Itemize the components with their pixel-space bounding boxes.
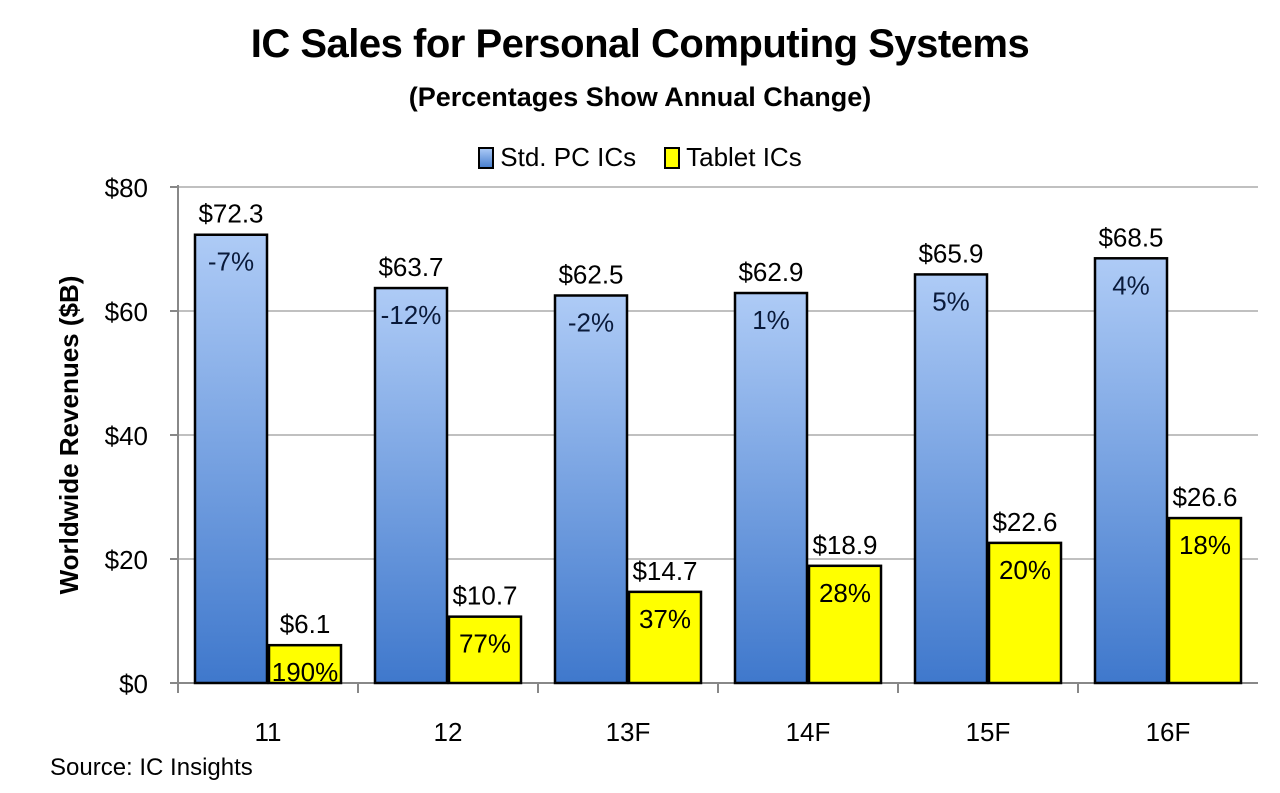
value-label-tablet: $10.7 <box>452 581 517 611</box>
change-label-tablet: 20% <box>999 555 1051 585</box>
bar-tablet <box>1167 516 1243 685</box>
y-tick-label: $0 <box>119 669 148 699</box>
change-label-std-pc: 5% <box>932 286 970 316</box>
change-label-tablet: 28% <box>819 578 871 608</box>
bar-tablet <box>807 564 883 685</box>
bar-tablet <box>987 541 1063 685</box>
y-tick-label: $20 <box>105 545 148 575</box>
y-tick-label: $40 <box>105 421 148 451</box>
value-label-std-pc: $62.9 <box>738 257 803 287</box>
legend-swatch-std-pc <box>478 146 495 169</box>
value-label-tablet: $18.9 <box>812 530 877 560</box>
change-label-tablet: 18% <box>1179 530 1231 560</box>
legend-label-tablet: Tablet ICs <box>686 142 802 172</box>
change-label-std-pc: 1% <box>752 305 790 335</box>
x-tick-label: 11 <box>255 717 282 747</box>
value-label-tablet: $26.6 <box>1172 482 1237 512</box>
value-label-std-pc: $72.3 <box>198 199 263 229</box>
x-tick-label: 12 <box>434 717 463 747</box>
change-label-tablet: 77% <box>459 629 511 659</box>
y-tick-label: $80 <box>105 173 148 203</box>
bar-std-pc <box>733 291 809 685</box>
y-tick-label: $60 <box>105 297 148 327</box>
x-tick-label: 16F <box>1146 717 1191 747</box>
source-note: Source: IC Insights <box>50 754 253 781</box>
change-label-tablet: 190% <box>272 657 339 687</box>
chart-title: IC Sales for Personal Computing Systems <box>250 22 1030 66</box>
bar-std-pc <box>193 233 269 685</box>
bar-std-pc <box>553 294 629 685</box>
bar-tablet <box>627 590 703 685</box>
change-label-std-pc: -7% <box>208 247 254 277</box>
value-label-tablet: $22.6 <box>992 507 1057 537</box>
legend-item-std-pc: Std. PC ICs <box>478 142 636 173</box>
change-label-std-pc: 4% <box>1112 270 1150 300</box>
legend: Std. PC ICs Tablet ICs <box>0 142 1280 173</box>
x-tick-label: 13F <box>606 717 651 747</box>
legend-swatch-tablet <box>664 146 681 169</box>
bar-tablet <box>267 643 343 685</box>
value-label-std-pc: $62.5 <box>558 260 623 290</box>
legend-label-std-pc: Std. PC ICs <box>500 142 637 172</box>
value-label-tablet: $6.1 <box>280 609 331 639</box>
bar-std-pc <box>373 286 449 685</box>
value-label-std-pc: $63.7 <box>378 252 443 282</box>
legend-item-tablet: Tablet ICs <box>664 142 802 173</box>
change-label-std-pc: -2% <box>568 308 614 338</box>
x-tick-label: 15F <box>966 717 1011 747</box>
value-label-std-pc: $68.5 <box>1098 222 1163 252</box>
y-axis-label: Worldwide Revenues ($B) <box>54 276 84 595</box>
value-label-tablet: $14.7 <box>632 556 697 586</box>
x-tick-label: 14F <box>786 717 831 747</box>
bar-std-pc <box>913 273 989 685</box>
change-label-std-pc: -12% <box>381 300 442 330</box>
chart-subtitle: (Percentages Show Annual Change) <box>408 82 872 112</box>
change-label-tablet: 37% <box>639 604 691 634</box>
bar-tablet <box>447 615 523 685</box>
value-label-std-pc: $65.9 <box>918 238 983 268</box>
bar-std-pc <box>1093 257 1169 685</box>
